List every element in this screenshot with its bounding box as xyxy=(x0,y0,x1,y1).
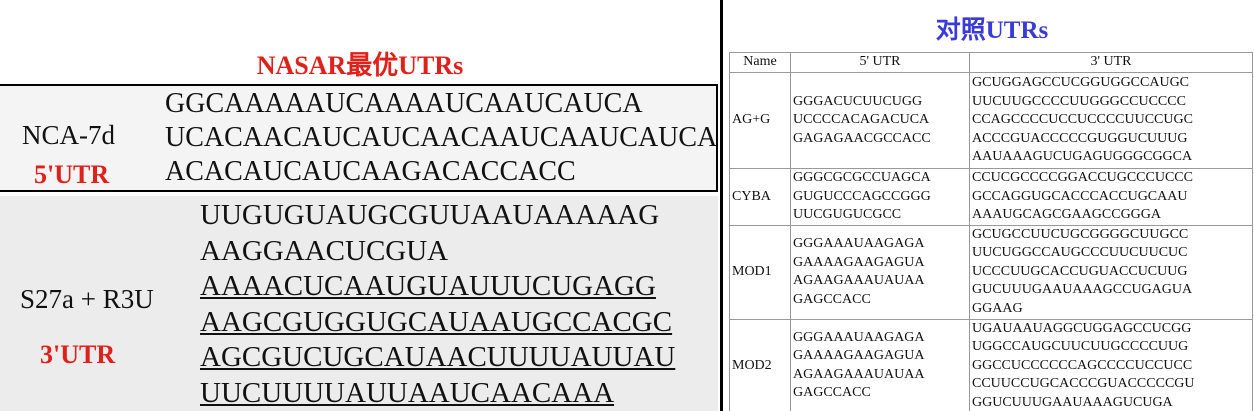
sequence-cell: GCUGGAGCCUCGGUGGCCAUGC UUCUUGCCCCUUGGGCCU… xyxy=(969,72,1253,169)
sequence-cell: GGGACUCUUCUGG UCCCCACAGACUCA GAGAGAACGCCAC… xyxy=(790,72,970,169)
sequence-line: GGGAAAUAAGAGA xyxy=(793,329,925,345)
sequence-line: UCACAACAUCAUCAACAAUCAAUCAUCA xyxy=(165,122,718,153)
sequence-line: CCUCGCCCCGGACCUGCCCUCCC xyxy=(972,170,1193,185)
sequence-line: UUCGUGUCGCC xyxy=(793,207,902,222)
header-cell: 5' UTR xyxy=(790,52,970,73)
sequence-cell: GGGCGCGCCUAGCA GUGUCCCAGCCGGG UUCGUGUCGCC xyxy=(790,168,970,226)
sequence-cell: CCUCGCCCCGGACCUGCCCUCCC GCCAGGUGCACCCACCU… xyxy=(969,168,1253,226)
header-cell: Name xyxy=(729,52,791,73)
block-name: NCA-7d xyxy=(22,120,115,150)
sequence-line: GAGCCACC xyxy=(793,385,871,401)
name-cell: MOD2 xyxy=(729,318,791,411)
sequence-line: AAAUGCAGCGAAGCCGGGA xyxy=(972,207,1162,222)
name-cell: AG+G xyxy=(729,72,791,169)
sequence-line: UCCCUUGCACCUGUACCUCUUG xyxy=(972,263,1188,279)
block-5utr: NCA-7d 5'UTR GGCAAAAAUCAAAAUCAAUCAUCA UC… xyxy=(0,84,718,192)
table-row: AG+G GGGACUCUUCUGG UCCCCACAGACUCA GAGAGAACG… xyxy=(729,72,1253,169)
right-title: 对照UTRs xyxy=(935,17,1049,44)
sequence-line: GGGCGCGCCUAGCA xyxy=(793,170,931,185)
sequence-line: UCCCCACAGACUCA xyxy=(793,112,930,128)
sequence-line: CCAGCCCCUCCUCCCCUUCCUGC xyxy=(972,112,1193,128)
sequence-line: AGAAGAAAUAUAA xyxy=(793,366,925,382)
header-row: Name 5' UTR 3' UTR xyxy=(729,52,1253,73)
sequence-line: GAGCCACC xyxy=(793,291,871,307)
sequence-line: GCCAGGUGCACCCACCUGCAAU xyxy=(972,188,1188,204)
sequence-line: AAGCGUGGUGCAUAAUGCCACGC xyxy=(200,305,673,338)
name-cell: CYBA xyxy=(729,168,791,226)
sequence-line: AGAAGAAAUAUAA xyxy=(793,273,925,288)
sequence: UUGUGUAUGCGUUAAUAAAAAG AAGGAACUCGUA AAAA… xyxy=(200,198,675,411)
sequence-line: GGUCUUUGAAUAAAGUCUGA xyxy=(972,394,1173,410)
sequence-line: AAAACUCAAUGUAUUUCUGAGG xyxy=(200,270,656,302)
control-table: Name 5' UTR 3' UTR AG+G GGGACUCUUCUGG UCCC… xyxy=(729,52,1253,411)
sequence: GGCAAAAAUCAAAAUCAAUCAUCA UCACAACAUCAUCAA… xyxy=(165,87,718,189)
block-region: 3'UTR xyxy=(40,340,116,369)
sequence-line: GAAAAGAAGAGUA xyxy=(793,348,925,364)
sequence-line: GAGAGAACGCCACC xyxy=(793,130,931,146)
sequence-line: GGCAAAAAUCAAAAUCAAUCAUCA xyxy=(165,88,643,119)
sequence-cell: GGGAAAUAAGAGA GAAAAGAAGAGUA AGAAGAAAUAUAA G… xyxy=(790,224,970,320)
block-3utr: S27a + R3U 3'UTR UUGUGUAUGCGUUAAUAAAAAG … xyxy=(0,196,718,411)
header-cell: 3' UTR xyxy=(969,52,1253,73)
sequence-line: UUGUGUAUGCGUUAAUAAAAAG xyxy=(200,199,660,231)
divider xyxy=(720,0,723,411)
sequence-line: ACCCGUACCCCCGUGGUCUUUG xyxy=(972,130,1188,146)
sequence-line: UGAUAAUAGGCUGGAGCCUCGG xyxy=(972,320,1192,336)
sequence-line: AAUAAAGUCUGAGUGGGCGGCA xyxy=(972,149,1193,165)
sequence-line: GGGACUCUUCUGG xyxy=(793,93,923,109)
sequence-line: CCUUCCUGCACCCGUACCCCCGU xyxy=(972,376,1195,391)
sequence-line: UGGCCAUGCUUCUUGCCCCUUG xyxy=(972,339,1189,354)
table-row: MOD1 GGGAAAUAAGAGA GAAAAGAAGAGUA AGAAGAAAUA… xyxy=(729,224,1253,320)
table-row: CYBA GGGCGCGCCUAGCA GUGUCCCAGCCGGG UUCGUGUC… xyxy=(729,168,1253,226)
sequence-line: GGGAAAUAAGAGA xyxy=(793,236,925,251)
sequence-line: GGAAG xyxy=(972,300,1023,316)
sequence-cell: GCUGCCUUCUGCGGGGCUUGCC UUCUGGCCAUGCCCUUCU… xyxy=(969,224,1253,320)
sequence-line: GGCCUCCCCCCAGCCCCUCCUCC xyxy=(972,357,1193,373)
sequence-line: UUCUGGCCAUGCCCUUCUUCUC xyxy=(972,245,1188,261)
sequence-line: UUCUUGCCCCUUGGGCCUCCCC xyxy=(972,93,1186,109)
sequence-cell: GGGAAAUAAGAGA GAAAAGAAGAGUA AGAAGAAAUAUAA G… xyxy=(790,318,970,411)
sequence-line: GCUGGAGCCUCGGUGGCCAUGC xyxy=(972,75,1190,91)
block-region: 5'UTR xyxy=(34,160,110,189)
block-name: S27a + R3U xyxy=(20,284,154,314)
sequence-line: UUCUUUUAUUAAUCAACAAA xyxy=(200,376,615,409)
sequence-line: AAGGAACUCGUA xyxy=(200,234,449,267)
sequence-line: GAAAAGAAGAGUA xyxy=(793,254,925,270)
table-row: MOD2 GGGAAAUAAGAGA GAAAAGAAGAGUA AGAAGAAAUA… xyxy=(729,318,1253,411)
sequence-line: GCUGCCUUCUGCGGGGCUUGCC xyxy=(972,226,1189,242)
sequence-line: AGCGUCUGCAUAACUUUUAUUAU xyxy=(200,341,676,373)
name-cell: MOD1 xyxy=(729,224,791,320)
sequence-line: GUCUUUGAAUAAAGCCUGAGUA xyxy=(972,282,1193,298)
left-title: NASAR最优UTRs xyxy=(256,51,464,80)
sequence-line: ACACAUCAUCAAGACACCACC xyxy=(165,156,576,187)
sequence-line: GUGUCCCAGCCGGG xyxy=(793,188,931,204)
sequence-cell: UGAUAAUAGGCUGGAGCCUCGG UGGCCAUGCUUCUUGCCC… xyxy=(969,318,1253,411)
